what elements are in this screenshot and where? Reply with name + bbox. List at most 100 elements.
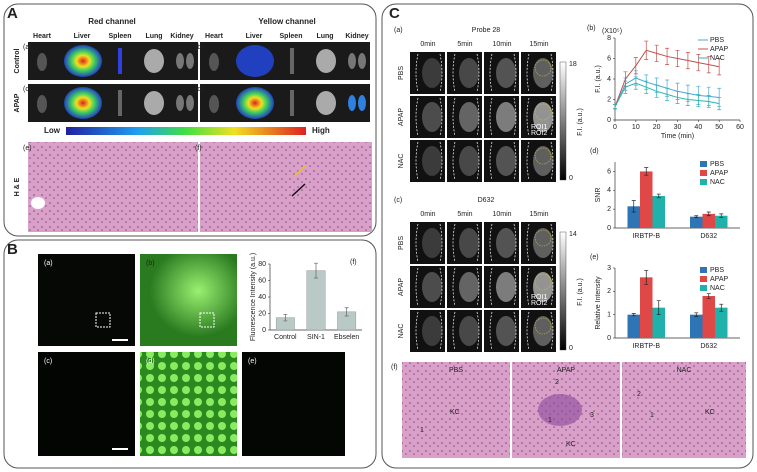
error-bar (694, 215, 699, 218)
organ-lung (144, 49, 164, 73)
micrograph (140, 254, 237, 346)
arrow (293, 165, 306, 177)
row-label: PBS (398, 236, 405, 250)
bar (702, 213, 715, 228)
annotation: 2 (555, 379, 559, 386)
error-bar (644, 269, 649, 285)
annotation: KC (566, 441, 576, 448)
y-tick-label: 40 (258, 294, 266, 301)
fluorescence-image (28, 42, 198, 80)
colorbar-label: F.I. (a.u.) (577, 278, 584, 306)
signal (533, 58, 553, 88)
colorbar-tick: 18 (569, 61, 577, 68)
organ-kidney (186, 53, 194, 69)
fluorescence-image (28, 84, 198, 122)
organ-kidney (348, 95, 356, 111)
signal (422, 228, 442, 258)
error-bar (283, 313, 288, 322)
organ-lung (144, 91, 164, 115)
sublabel: (c) (23, 86, 31, 93)
x-axis-label: Time (min) (661, 133, 694, 140)
y-axis-label: Fluorescence Intensity (a.u.) (250, 253, 257, 341)
body-outline (415, 267, 443, 307)
series-line (614, 49, 720, 107)
legend-swatch (700, 267, 707, 273)
chart-label: (e) (590, 254, 599, 261)
signal (533, 102, 553, 132)
imaging-title: Probe 28 (472, 27, 501, 34)
signal (422, 102, 442, 132)
signal (496, 58, 516, 88)
sublabel: (d) (146, 358, 155, 365)
row-label: PBS (398, 66, 405, 80)
panel-b-frame (3, 239, 377, 469)
legend-label: APAP (710, 46, 728, 53)
row-label: NAC (398, 324, 405, 339)
micrograph (242, 352, 345, 456)
annotation: 3 (590, 412, 594, 419)
panel-label: C (389, 5, 400, 22)
y-multiplier: (X10⁵) (602, 28, 622, 35)
error-bar (706, 293, 711, 299)
colorbar (559, 61, 567, 181)
x-tick-label: 20 (653, 124, 661, 131)
bar (640, 171, 653, 228)
body-outline (489, 97, 517, 137)
body-outline (415, 97, 443, 137)
body-outline (526, 97, 554, 137)
error-bar (719, 303, 724, 312)
body-outline (415, 223, 443, 263)
x-tick-label: 10 (632, 124, 640, 131)
row-label: Control (14, 49, 21, 74)
header: Red channel (88, 17, 136, 26)
x-tick-label: 50 (715, 124, 723, 131)
y-axis-label: SNR (595, 188, 602, 203)
organ-label: Lung (316, 33, 333, 40)
histology-title: PBS (449, 367, 463, 374)
signal (496, 316, 516, 346)
signal (533, 272, 553, 302)
time-label: 10min (492, 41, 511, 48)
y-tick-label: 8 (607, 35, 611, 42)
body-outline (452, 267, 480, 307)
time-label: 0min (420, 41, 435, 48)
signal (496, 146, 516, 176)
error-bar (719, 213, 724, 218)
bar (715, 215, 728, 228)
sublabel: (b) (195, 44, 204, 51)
organ-heart (209, 53, 219, 71)
signal (422, 316, 442, 346)
x-tick-label: Ebselen (334, 334, 359, 341)
legend-swatch (700, 170, 707, 176)
signal (459, 316, 479, 346)
y-tick-label: 3 (607, 265, 611, 272)
error-bar (656, 300, 661, 316)
body-outline (415, 141, 443, 181)
sublabel: (a) (23, 44, 32, 51)
row-label: APAP (398, 278, 405, 296)
x-tick-label: IRBTP-B (632, 233, 660, 240)
series-line (614, 82, 720, 107)
necrosis (538, 394, 582, 426)
error-bar (631, 200, 636, 213)
roi-label: ROI2 (531, 300, 547, 307)
y-tick-label: 6 (607, 168, 611, 175)
signal (533, 146, 553, 176)
time-label: 5min (457, 41, 472, 48)
signal (533, 228, 553, 258)
micrograph (38, 352, 135, 456)
sublabel: (a) (44, 260, 53, 267)
y-tick-label: 4 (607, 76, 611, 83)
scale-high: High (312, 126, 330, 135)
y-tick-label: 20 (258, 310, 266, 317)
arrow (291, 183, 306, 197)
organ-liver (64, 45, 102, 77)
legend-swatch (700, 285, 707, 291)
row-label: NAC (398, 154, 405, 169)
sublabel: (c) (44, 358, 52, 365)
bar (690, 314, 703, 338)
panel-c-frame (381, 3, 754, 469)
organ-liver (64, 87, 102, 119)
body-outline (415, 311, 443, 351)
